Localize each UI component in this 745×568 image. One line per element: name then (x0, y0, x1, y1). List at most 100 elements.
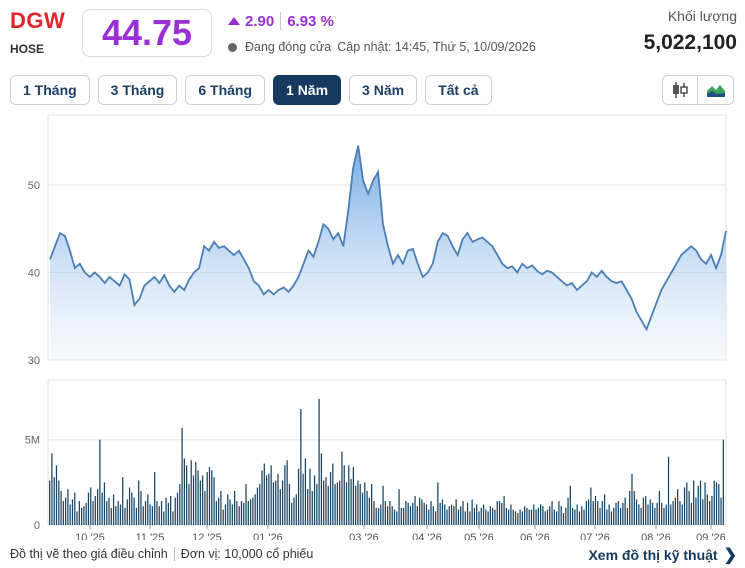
volume-bar (377, 507, 380, 525)
volume-bar (286, 460, 288, 525)
volume-bar (702, 499, 704, 525)
volume-y-axis: 0 5M (25, 435, 40, 532)
volume-bar (218, 497, 220, 525)
volume-bar (416, 506, 418, 525)
volume-bar (615, 502, 617, 525)
price-y-axis: 30 40 50 (28, 180, 40, 367)
x-tick-label: 12 '25 (192, 532, 222, 540)
volume-bar (195, 461, 197, 525)
volume-bar (167, 502, 170, 525)
volume-bar (53, 477, 55, 525)
volume-bar (626, 507, 629, 525)
volume-bar (261, 470, 263, 525)
volume-bar (334, 484, 336, 525)
volume-bar (345, 482, 348, 525)
volume-bar (405, 501, 407, 525)
change-value: 2.90 (245, 12, 275, 30)
volume-bar (489, 506, 492, 525)
volume-bar (181, 427, 183, 525)
area-chart-button[interactable] (698, 75, 734, 105)
volume-bar (651, 502, 654, 525)
volume-bar (170, 496, 172, 525)
volume-bar (156, 501, 158, 525)
volume-bar (619, 507, 622, 525)
tab-6-months[interactable]: 6 Tháng (185, 75, 266, 105)
volume-bar (90, 487, 92, 525)
price-change: 2.90 6.93 % (228, 12, 334, 30)
tab-3-months[interactable]: 3 Tháng (97, 75, 178, 105)
volume-bar (695, 497, 697, 525)
volume-bar (496, 501, 498, 525)
volume-bar (51, 453, 53, 525)
volume-bar (64, 497, 67, 525)
technical-chart-link[interactable]: Xem đồ thị kỹ thuật ❯ (588, 545, 737, 565)
volume-bar (138, 480, 140, 525)
volume-bar (165, 497, 167, 525)
volume-bar (544, 511, 546, 525)
volume-bar (578, 511, 581, 525)
volume-bar (297, 468, 300, 525)
volume-bar (163, 511, 165, 525)
volume-bar (128, 487, 131, 525)
volume-bar (172, 511, 174, 525)
volume-bar (583, 509, 585, 525)
volume-bar (469, 511, 471, 525)
volume-bar (233, 490, 236, 525)
volume-bar (439, 502, 441, 525)
volume-bar (412, 502, 414, 525)
status-text: Đang đóng cửa (245, 40, 332, 54)
unit-note: Đơn vị: 10,000 cổ phiếu (180, 547, 314, 561)
volume-bar (693, 480, 695, 525)
volume-bar (414, 496, 416, 525)
market-status: Đang đóng cửa Cập nhật: 14:45, Thứ 5, 10… (228, 40, 536, 54)
volume-bar (466, 502, 469, 525)
volume-bar (80, 507, 83, 525)
x-tick-label: 03 '26 (349, 532, 379, 540)
volume-bar (197, 470, 199, 525)
updated-time: Cập nhật: 14:45, Thứ 5, 10/09/2026 (337, 40, 536, 54)
price-line (49, 145, 727, 332)
volume-bar (585, 501, 587, 525)
volume-bar (658, 490, 661, 525)
volume-bar (498, 501, 501, 525)
volume-bar (450, 504, 453, 525)
volume-bar (635, 499, 638, 525)
volume-bar (457, 509, 460, 525)
tab-3-years[interactable]: 3 Năm (349, 75, 418, 105)
volume-bar (252, 497, 254, 525)
volume-bar (679, 501, 681, 525)
volume-bar (268, 473, 270, 525)
volume-bar (243, 502, 245, 525)
volume-bar (718, 484, 720, 525)
volume-bar (528, 509, 530, 525)
volume-bar (713, 480, 715, 525)
candlestick-icon (673, 82, 688, 98)
volume-bar (699, 480, 702, 525)
volume-bar (590, 487, 592, 525)
volume-bar (654, 507, 656, 525)
tab-1-month[interactable]: 1 Tháng (10, 75, 90, 105)
volume-bar (562, 513, 565, 525)
tab-1-year[interactable]: 1 Năm (273, 75, 342, 105)
exchange-label: HOSE (10, 42, 45, 56)
volume-bar (332, 463, 334, 525)
candlestick-button[interactable] (662, 75, 698, 105)
volume-bar (535, 509, 537, 525)
volume-bar (667, 456, 670, 525)
tab-all[interactable]: Tất cả (425, 75, 492, 105)
volume-bar (103, 482, 106, 525)
volume-bar (245, 484, 247, 525)
volume-bar (505, 507, 508, 525)
volume-bar (60, 490, 62, 525)
volume-bar (471, 499, 473, 525)
volume-bar (199, 480, 201, 525)
volume-bar (551, 501, 553, 525)
volume-bar (67, 489, 69, 525)
volume-bar (640, 507, 642, 525)
volume-bar (329, 472, 332, 525)
volume-bar (521, 511, 523, 525)
volume-bar (629, 490, 631, 525)
volume-bar (325, 477, 327, 525)
volume-bar (722, 439, 724, 525)
volume-bar (341, 451, 343, 525)
